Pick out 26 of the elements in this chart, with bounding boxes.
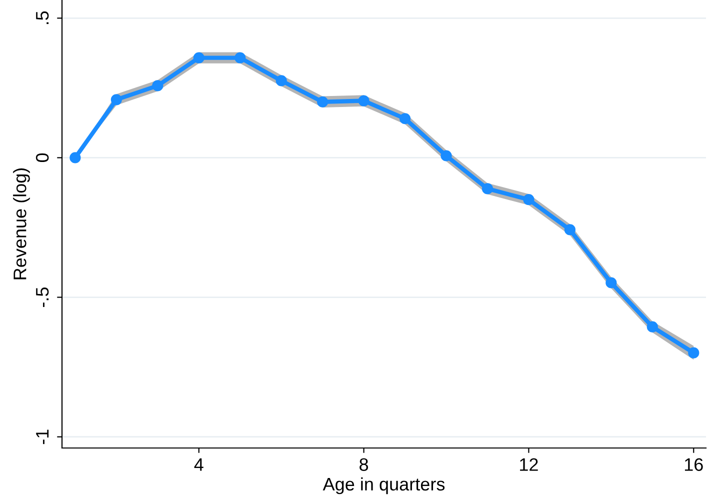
x-axis-title: Age in quarters (322, 477, 445, 494)
point (70, 152, 81, 164)
point (234, 52, 246, 64)
point (317, 96, 328, 108)
point (482, 183, 494, 194)
point (399, 113, 411, 124)
x-tick-label: 4 (194, 458, 204, 471)
y-tick-label: -.5 (36, 287, 49, 308)
y-axis-title: Revenue (log) (13, 168, 30, 280)
point (358, 95, 370, 106)
point (152, 80, 164, 92)
point (193, 52, 204, 64)
point (440, 150, 452, 162)
x-tick-label: 8 (360, 458, 368, 471)
y-tick-label: .5 (36, 11, 49, 24)
y-tick-label: 0 (36, 153, 49, 162)
point (110, 94, 122, 106)
point (564, 224, 576, 236)
point (646, 321, 658, 332)
point (688, 347, 700, 358)
point (606, 277, 617, 288)
x-tick-label: 12 (520, 458, 538, 471)
point (276, 75, 287, 86)
point (523, 194, 534, 206)
y-tick-label: -1 (36, 430, 49, 444)
x-tick-label: 16 (684, 458, 703, 471)
